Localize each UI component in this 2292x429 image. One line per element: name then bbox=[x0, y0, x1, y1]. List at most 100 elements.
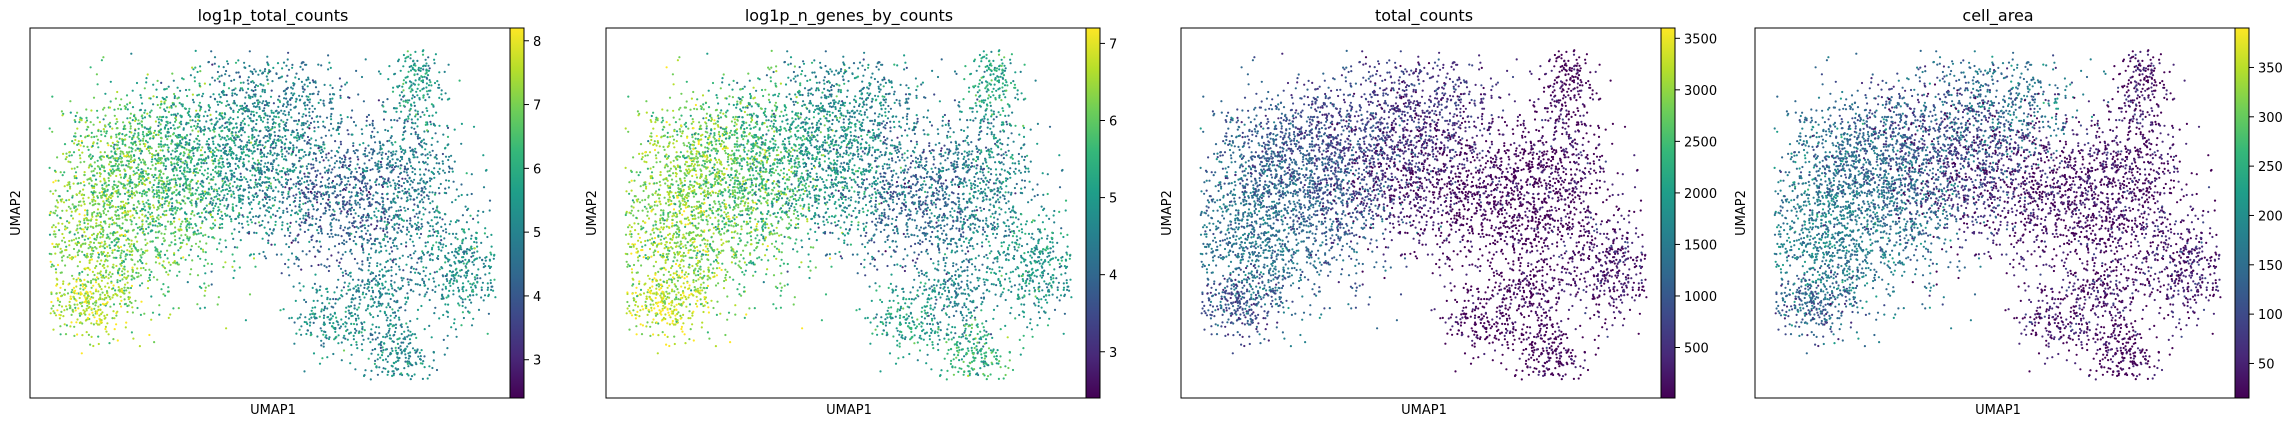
scatter-point bbox=[364, 155, 366, 157]
scatter-point bbox=[274, 131, 276, 133]
scatter-point bbox=[190, 213, 192, 215]
scatter-point bbox=[158, 176, 160, 178]
scatter-point bbox=[131, 306, 133, 308]
scatter-point bbox=[338, 126, 340, 128]
scatter-point bbox=[153, 193, 155, 195]
scatter-point bbox=[319, 219, 321, 221]
scatter-point bbox=[104, 115, 106, 117]
scatter-point bbox=[237, 215, 239, 217]
scatter-point bbox=[149, 146, 151, 148]
scatter-point bbox=[280, 253, 282, 255]
scatter-point bbox=[184, 211, 186, 213]
scatter-point bbox=[153, 206, 155, 208]
scatter-point bbox=[79, 227, 81, 229]
scatter-point bbox=[264, 126, 266, 128]
scatter-point bbox=[195, 110, 197, 112]
scatter-point bbox=[81, 142, 83, 144]
scatter-point bbox=[307, 85, 309, 87]
scatter-point bbox=[206, 178, 208, 180]
scatter-point bbox=[148, 269, 150, 271]
scatter-point bbox=[116, 231, 118, 233]
scatter-point bbox=[339, 175, 341, 177]
scatter-point bbox=[110, 100, 112, 102]
scatter-point bbox=[111, 252, 113, 254]
scatter-point bbox=[201, 95, 203, 97]
scatter-point bbox=[163, 260, 165, 262]
scatter-point bbox=[194, 76, 196, 78]
scatter-point bbox=[371, 122, 373, 124]
scatter-point bbox=[301, 221, 303, 223]
scatter-point bbox=[199, 144, 201, 146]
scatter-points bbox=[49, 49, 497, 380]
scatter-point bbox=[191, 147, 193, 149]
scatter-point bbox=[97, 306, 99, 308]
scatter-point bbox=[226, 126, 228, 128]
scatter-point bbox=[295, 101, 297, 103]
scatter-point bbox=[315, 179, 317, 181]
scatter-point bbox=[146, 148, 148, 150]
scatter-point bbox=[164, 168, 166, 170]
scatter-point bbox=[79, 190, 81, 192]
scatter-point bbox=[323, 159, 325, 161]
scatter-point bbox=[348, 221, 350, 223]
scatter-point bbox=[274, 196, 276, 198]
scatter-point bbox=[111, 192, 113, 194]
scatter-point bbox=[301, 177, 303, 179]
scatter-point bbox=[370, 238, 372, 240]
scatter-point bbox=[217, 213, 219, 215]
scatter-point bbox=[285, 138, 287, 140]
scatter-point bbox=[61, 210, 63, 212]
scatter-point bbox=[115, 222, 117, 224]
scatter-point bbox=[71, 154, 73, 156]
scatter-point bbox=[154, 224, 156, 226]
scatter-point bbox=[292, 94, 294, 96]
scatter-point bbox=[67, 292, 69, 294]
scatter-point bbox=[181, 146, 183, 148]
scatter-point bbox=[96, 212, 98, 214]
scatter-point bbox=[125, 258, 127, 260]
scatter-point bbox=[322, 102, 324, 104]
scatter-point bbox=[137, 132, 139, 134]
scatter-point bbox=[264, 205, 266, 207]
scatter-point bbox=[71, 140, 73, 142]
scatter-point bbox=[307, 201, 309, 203]
scatter-point bbox=[214, 151, 216, 153]
scatter-point bbox=[303, 181, 305, 183]
scatter-point bbox=[96, 172, 98, 174]
scatter-point bbox=[152, 220, 154, 222]
scatter-point bbox=[122, 153, 124, 155]
scatter-point bbox=[310, 163, 312, 165]
scatter-point bbox=[115, 238, 117, 240]
scatter-point bbox=[355, 70, 357, 72]
scatter-point bbox=[277, 106, 279, 108]
scatter-point bbox=[116, 148, 118, 150]
scatter-point bbox=[84, 226, 86, 228]
scatter-point bbox=[97, 146, 99, 148]
scatter-point bbox=[242, 161, 244, 163]
scatter-point bbox=[140, 139, 142, 141]
scatter-point bbox=[170, 187, 172, 189]
scatter-point bbox=[282, 113, 284, 115]
scatter-point bbox=[189, 139, 191, 141]
scatter-point bbox=[370, 247, 372, 249]
scatter-point bbox=[329, 84, 331, 86]
scatter-point bbox=[130, 125, 132, 127]
scatter-point bbox=[267, 118, 269, 120]
scatter-point bbox=[201, 162, 203, 164]
scatter-point bbox=[109, 232, 111, 234]
scatter-point bbox=[271, 80, 273, 82]
scatter-point bbox=[292, 88, 294, 90]
scatter-point bbox=[133, 243, 135, 245]
scatter-point bbox=[219, 227, 221, 229]
scatter-point bbox=[236, 186, 238, 188]
scatter-point bbox=[263, 166, 265, 168]
scatter-point bbox=[311, 192, 313, 194]
scatter-point bbox=[300, 208, 302, 210]
scatter-point bbox=[221, 227, 223, 229]
scatter-point bbox=[108, 255, 110, 257]
scatter-point bbox=[314, 256, 316, 258]
scatter-point bbox=[240, 134, 242, 136]
scatter-point bbox=[286, 223, 288, 225]
scatter-point bbox=[179, 144, 181, 146]
scatter-point bbox=[115, 98, 117, 100]
